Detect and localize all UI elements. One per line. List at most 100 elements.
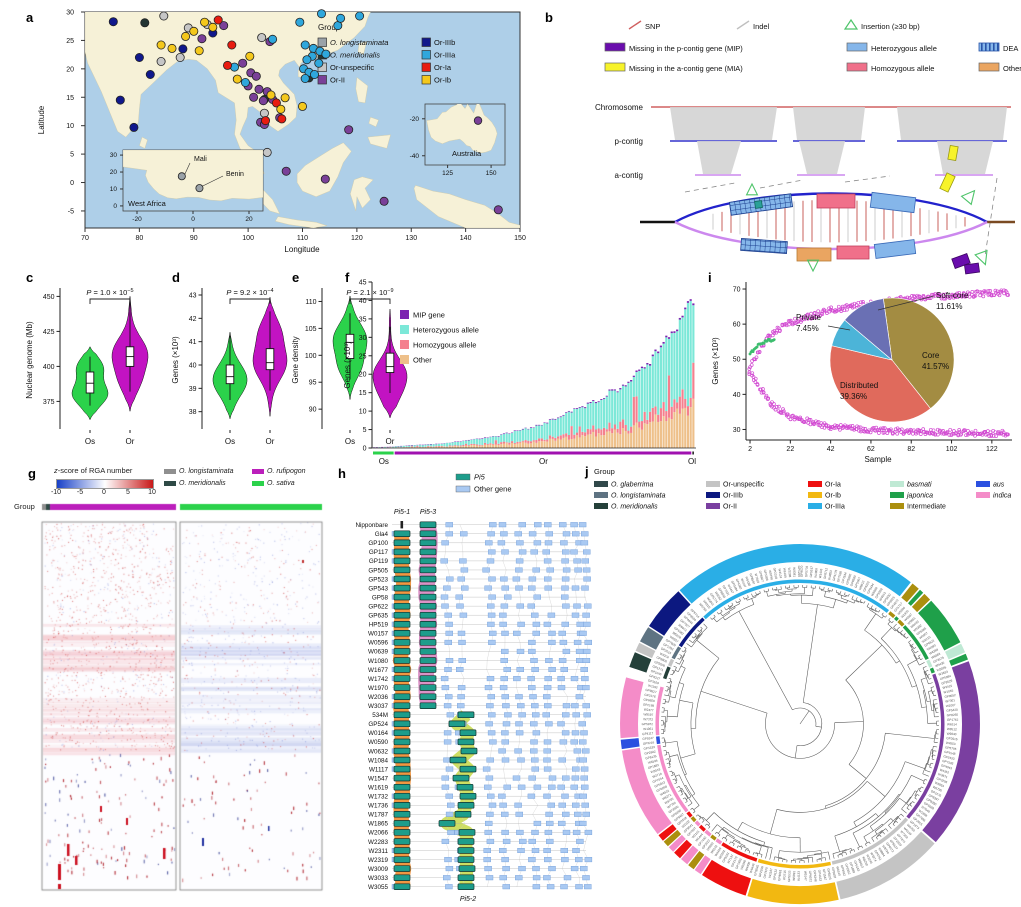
tree-edge (756, 853, 759, 857)
tree-edge (916, 794, 920, 796)
leaf-label: W4853 (827, 570, 833, 581)
leaf-label: W6188 (744, 576, 751, 587)
j-legend-swatch-o3b (706, 492, 720, 498)
leaf-label: GP5774 (709, 592, 719, 604)
leaf-label: GP5795 (945, 745, 957, 751)
tree-arc (927, 749, 932, 765)
pi5-gene-box (393, 811, 411, 818)
tree-edge (833, 599, 836, 609)
other-gene-box (531, 757, 539, 763)
other-gene-box (486, 757, 494, 763)
map-point-o1b (200, 17, 210, 27)
sample-name: W1080 (368, 658, 388, 665)
tree-edge (841, 853, 843, 857)
bar-seg-oth (505, 442, 508, 448)
pan-point (953, 295, 958, 299)
leaf-label: GP5509 (654, 660, 666, 668)
tree-edge (675, 661, 680, 665)
bar-seg-oth (486, 444, 489, 448)
swatch-rect (604, 42, 626, 52)
leaf-label: W5250 (861, 856, 869, 867)
pi5-gene-box (393, 856, 411, 863)
other-gene-box (560, 848, 569, 854)
p-bracket (229, 298, 271, 304)
tree-arc (933, 734, 936, 743)
leaf-label: W6750 (906, 823, 916, 833)
tree-edge (731, 602, 734, 606)
other-gene-box (501, 829, 509, 835)
sample-name: W2283 (368, 839, 388, 846)
other-gene-box (445, 621, 453, 627)
pie-slice-Soft-core (844, 298, 893, 361)
other-gene-box (532, 630, 541, 636)
leaf-label: W5147 (803, 871, 807, 881)
legend-label-o1a: Or-Ia (434, 63, 452, 72)
map-point-o1b (276, 104, 286, 114)
pi5-gene-box (457, 847, 475, 854)
y-tick-label: 40 (359, 298, 367, 305)
bar-seg-mip (640, 366, 644, 368)
pi5-gene-box (393, 774, 411, 782)
other-gene-box (488, 639, 496, 645)
other-gene-box (527, 793, 536, 799)
bar-seg-mip (435, 443, 438, 445)
map-point-o1b (232, 74, 242, 84)
other-gene-box (570, 522, 578, 528)
bar-seg-oth (565, 436, 568, 448)
tree-edge (892, 823, 895, 826)
tree-edge (686, 643, 692, 648)
bar-seg-hom (410, 446, 414, 448)
map-point-o1b (280, 93, 290, 103)
other-gene-box (485, 875, 494, 881)
y-tick-label: 30 (733, 427, 741, 434)
other-gene-box (443, 757, 451, 763)
tree-edge (755, 592, 757, 595)
other-gene-box (515, 730, 524, 736)
bar-seg-hom (494, 440, 497, 445)
tree-edge (893, 623, 897, 628)
bar-seg-hom (546, 439, 549, 442)
p-value: P = 2.1 × 10−9 (346, 288, 393, 297)
pie-slice-Distributed (829, 345, 931, 423)
pan-point (999, 289, 1004, 294)
pi5-gene-box (419, 530, 437, 537)
other-gene-box (561, 857, 569, 863)
leaf-label: W9415 (942, 684, 953, 690)
tree-edge (677, 658, 680, 660)
leaf-label: GP2176 (644, 693, 656, 699)
bar-seg-oth (475, 445, 478, 448)
other-gene-box (486, 838, 495, 844)
insertion-triangle (806, 259, 820, 273)
leaf-label: W2288 (787, 567, 792, 577)
leaf-label: W6140 (835, 866, 841, 877)
core-point (774, 405, 779, 409)
pan-point (747, 367, 752, 371)
bar-seg-hom (429, 446, 432, 447)
tree-edge (916, 657, 920, 660)
bar-seg-mip (627, 381, 630, 383)
bar-seg-hom (630, 426, 633, 433)
bar-seg-hom (565, 433, 568, 437)
tree-edge (921, 706, 927, 708)
bar-seg-mip (686, 301, 690, 303)
tree-edge (835, 589, 838, 593)
core-point (785, 412, 790, 417)
bar-seg-het (513, 431, 516, 444)
leaf-label: GP1873 (909, 820, 920, 831)
sample-name: W2036 (368, 694, 388, 701)
bar-seg-hom (649, 411, 652, 423)
bar-seg-het (651, 356, 654, 408)
core-point (877, 431, 881, 435)
y-tick-label: 100 (305, 353, 317, 360)
sample-name: GP58 (372, 594, 389, 601)
y-tick-label: 40 (733, 392, 741, 399)
leaf-label: W7918 (754, 573, 761, 584)
tree-edge (911, 643, 914, 646)
bar-seg-hom (440, 445, 443, 447)
pi5-gene-box (419, 548, 437, 556)
bar-seg-hom (678, 396, 681, 414)
core-point (914, 431, 918, 436)
tree-edge (922, 666, 927, 669)
pan-point (787, 319, 792, 324)
